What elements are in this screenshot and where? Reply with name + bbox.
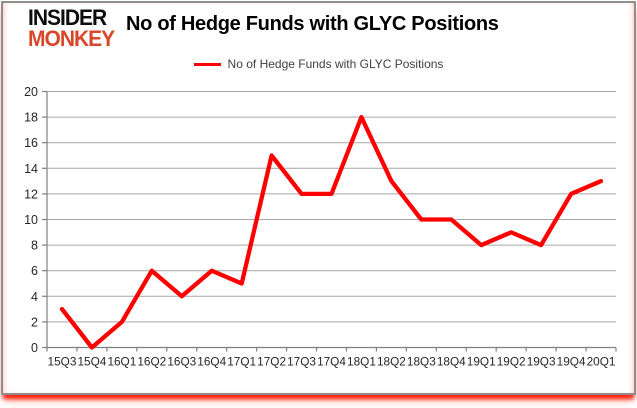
y-axis-label: 10 bbox=[24, 213, 38, 227]
y-axis-label: 2 bbox=[31, 315, 38, 329]
x-axis-label: 18Q1 bbox=[347, 355, 376, 369]
x-axis-label: 18Q2 bbox=[377, 355, 406, 369]
x-axis-label: 16Q4 bbox=[197, 355, 226, 369]
y-axis-label: 8 bbox=[31, 239, 38, 253]
x-axis-label: 18Q4 bbox=[437, 355, 466, 369]
chart-frame bbox=[1, 1, 636, 395]
x-axis-label: 17Q1 bbox=[227, 355, 256, 369]
y-axis-label: 20 bbox=[24, 85, 38, 99]
x-axis-label: 19Q1 bbox=[467, 355, 496, 369]
y-axis-label: 14 bbox=[24, 162, 38, 176]
y-axis-label: 16 bbox=[24, 136, 38, 150]
logo-line-insider: INSIDER bbox=[28, 5, 107, 31]
legend-line-swatch bbox=[193, 62, 221, 66]
x-axis-label: 18Q3 bbox=[407, 355, 436, 369]
x-axis-label: 15Q4 bbox=[77, 355, 106, 369]
y-axis-label: 0 bbox=[31, 341, 38, 355]
x-axis-label: 16Q2 bbox=[137, 355, 166, 369]
y-axis-label: 12 bbox=[24, 187, 38, 201]
x-axis-label: 16Q1 bbox=[107, 355, 136, 369]
legend-label: No of Hedge Funds with GLYC Positions bbox=[227, 57, 444, 71]
x-axis-label: 17Q3 bbox=[287, 355, 316, 369]
legend: No of Hedge Funds with GLYC Positions bbox=[0, 56, 637, 72]
data-line-series bbox=[59, 114, 604, 350]
x-axis-label: 19Q2 bbox=[497, 355, 526, 369]
x-axis-label: 17Q2 bbox=[257, 355, 286, 369]
y-axis-label: 4 bbox=[31, 290, 38, 304]
insider-monkey-logo: INSIDER MONKEY bbox=[28, 5, 115, 51]
x-axis-label: 16Q3 bbox=[167, 355, 196, 369]
y-axis-label: 18 bbox=[24, 111, 38, 125]
y-axis-label: 6 bbox=[31, 264, 38, 278]
x-axis-label: 19Q3 bbox=[527, 355, 556, 369]
chart-title: No of Hedge Funds with GLYC Positions bbox=[126, 13, 499, 35]
x-axis-label: 17Q4 bbox=[317, 355, 346, 369]
x-axis-label: 15Q3 bbox=[48, 355, 77, 369]
x-axis-label: 20Q1 bbox=[587, 355, 616, 369]
logo-line-monkey: MONKEY bbox=[28, 26, 115, 51]
x-axis-label: 19Q4 bbox=[557, 355, 586, 369]
